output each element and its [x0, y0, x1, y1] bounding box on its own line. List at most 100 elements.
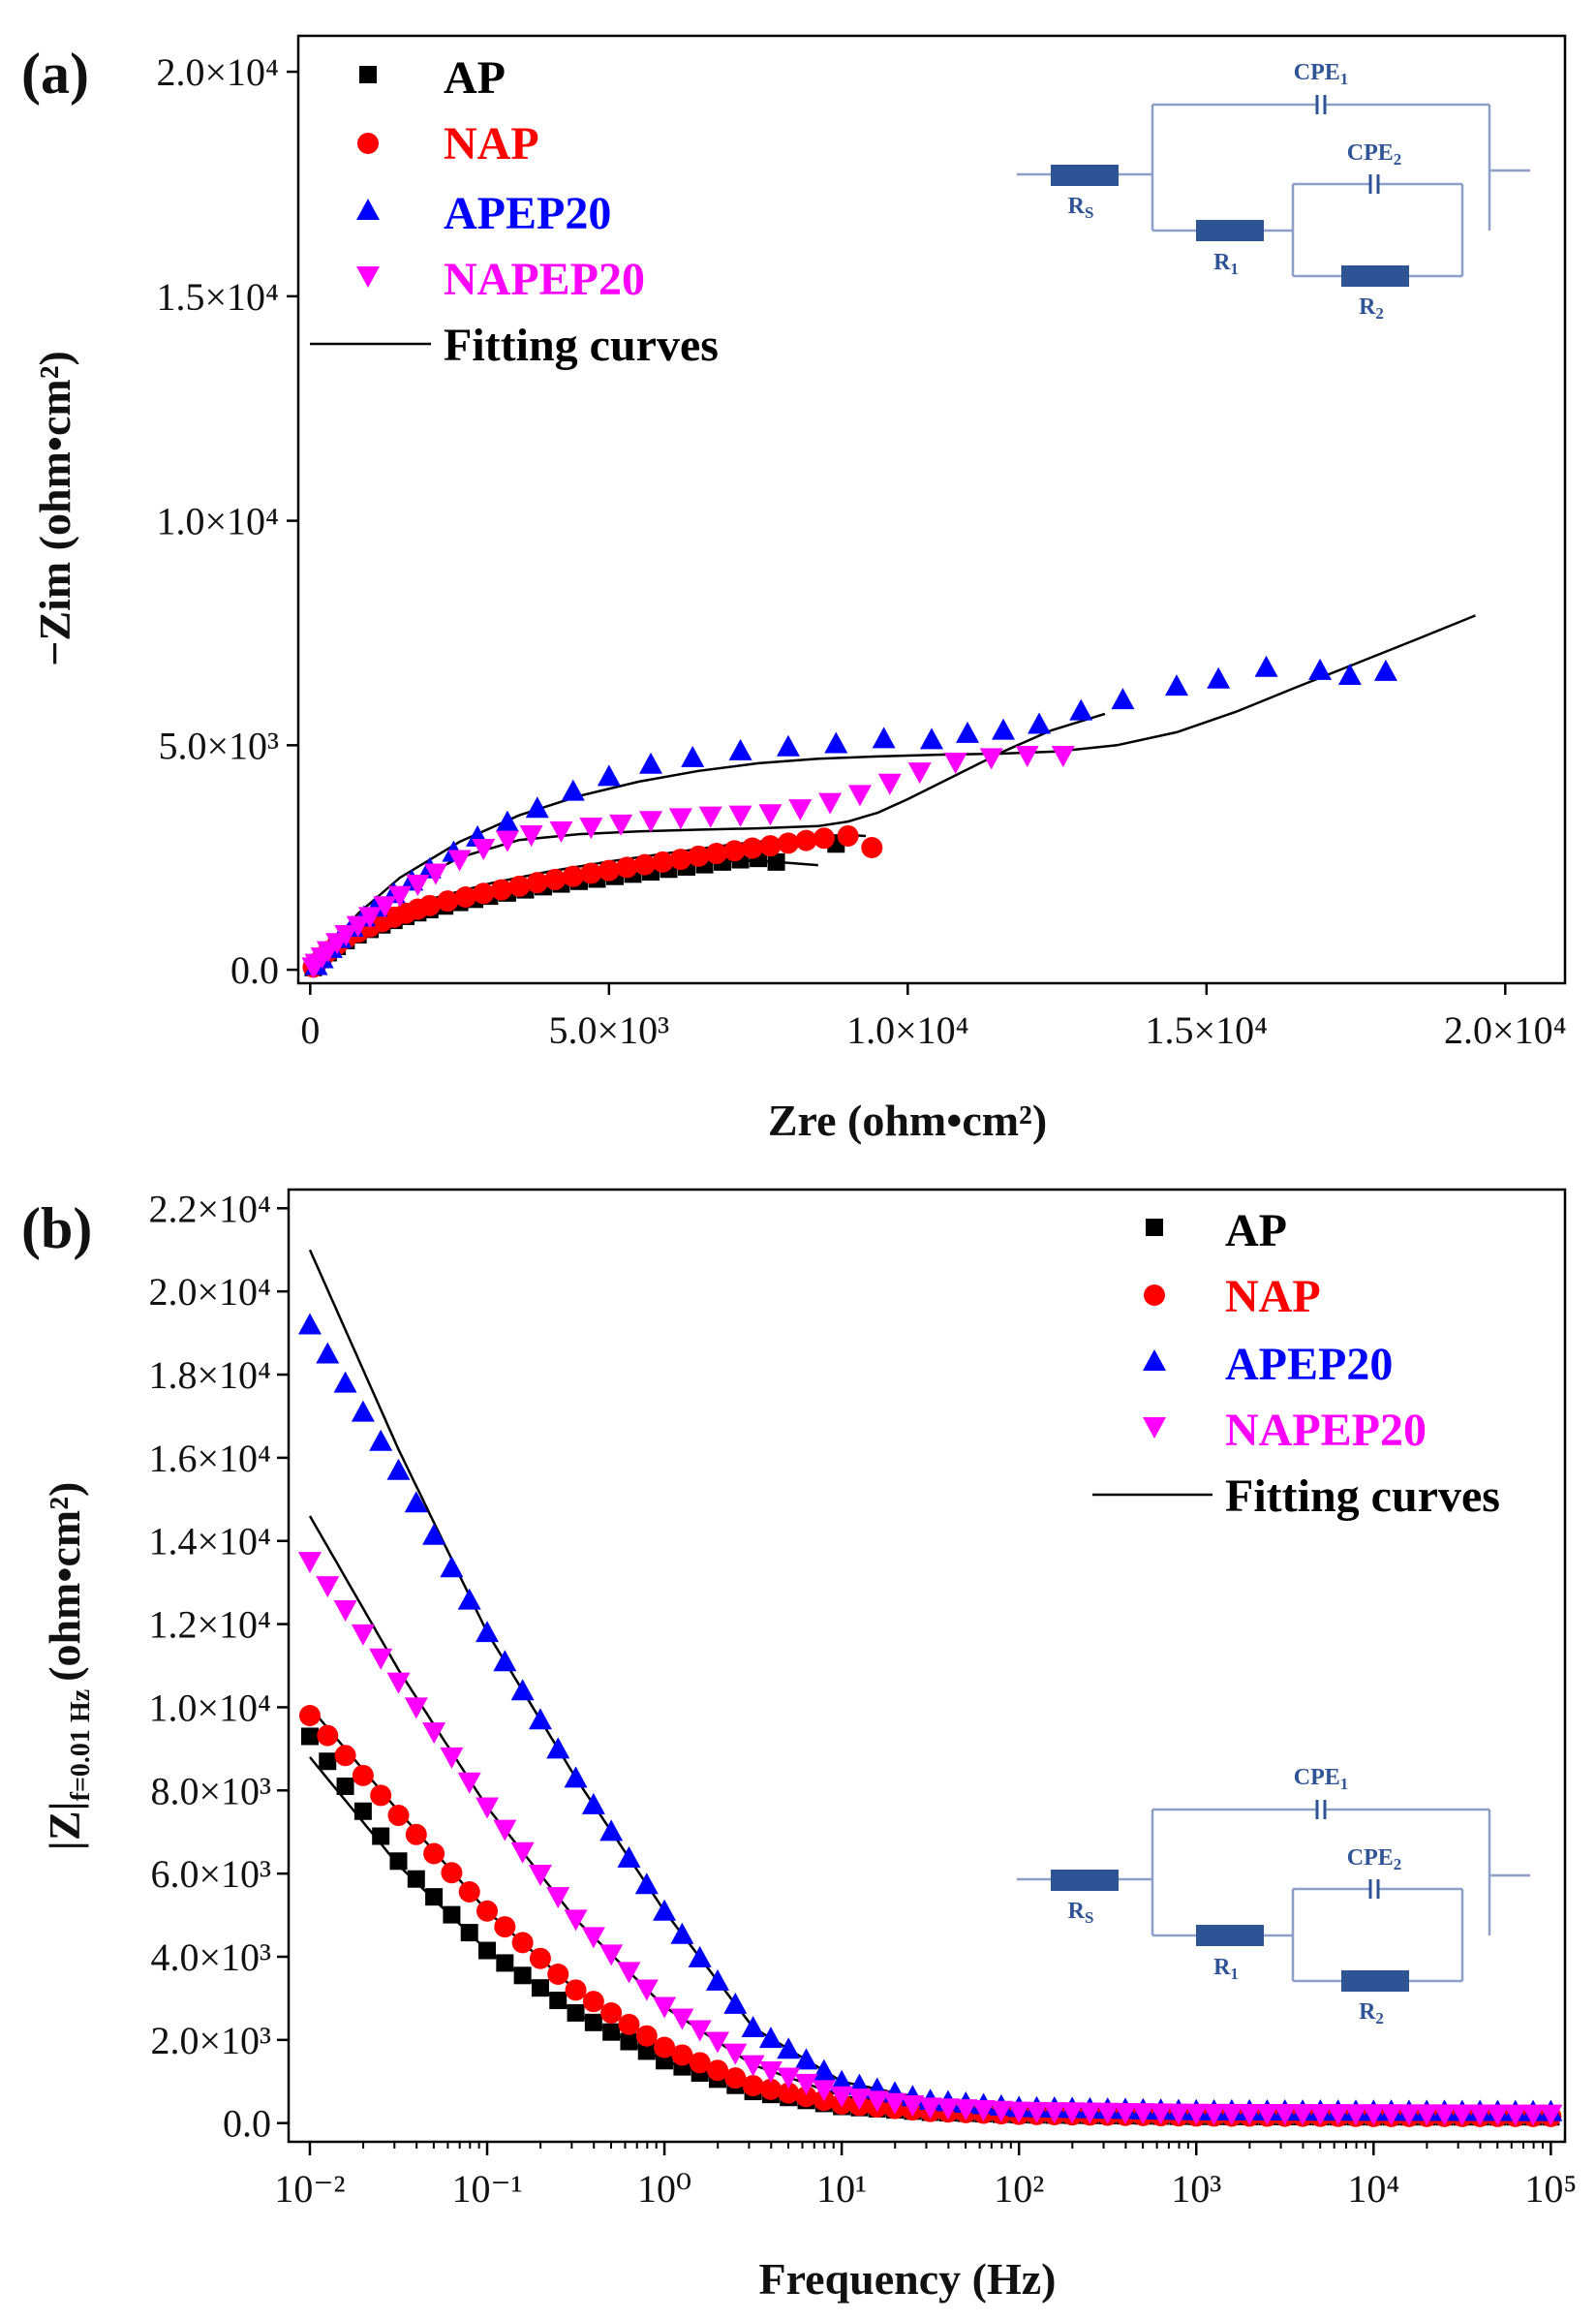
data-point: [528, 1708, 552, 1730]
data-point: [1291, 2104, 1315, 2126]
data-point: [872, 727, 896, 749]
data-point: [490, 879, 512, 901]
data-point: [688, 1945, 712, 1967]
data-point: [688, 2020, 712, 2042]
data-point: [336, 1777, 354, 1795]
data-point: [778, 2082, 800, 2104]
y-tick-label: 0.0: [230, 948, 279, 992]
data-point: [582, 1991, 604, 2013]
legend-label-apep20: APEP20: [444, 188, 611, 239]
panel-b-x-axis-label: Frequency (Hz): [758, 2254, 1056, 2304]
data-point: [598, 859, 620, 882]
data-point: [1308, 2104, 1333, 2126]
data-point: [706, 2059, 728, 2082]
data-point: [1343, 2104, 1367, 2126]
data-point: [352, 1764, 374, 1786]
data-point: [639, 752, 663, 774]
data-point: [581, 1927, 605, 1949]
data-point: [847, 2089, 872, 2111]
circuit-wires: [1017, 103, 1530, 278]
data-point: [422, 1722, 446, 1745]
data-point: [372, 1827, 390, 1845]
panel-a-x-axis-label: Zre (ohm•cm²): [768, 1096, 1047, 1145]
data-point: [639, 811, 663, 833]
data-point: [1114, 2102, 1138, 2124]
x-tick-label: 10⁻¹: [451, 2167, 522, 2211]
data-point: [519, 825, 543, 848]
legend-marker-nap: [357, 133, 379, 154]
series-apep20: [304, 655, 1397, 975]
x-tick-label: 10¹: [816, 2167, 867, 2211]
data-point: [830, 2086, 854, 2108]
x-tick-label: 2.0×10⁴: [1444, 1008, 1567, 1052]
data-point: [724, 2067, 747, 2089]
data-point: [457, 1772, 481, 1794]
data-point: [333, 1371, 357, 1393]
series-napep20: [301, 746, 1075, 979]
resistor-r2: [1341, 1970, 1409, 1992]
data-point: [334, 1745, 356, 1767]
legend-marker-apep20: [1143, 1349, 1166, 1371]
data-point: [979, 748, 1003, 770]
data-point: [404, 1491, 428, 1513]
data-point: [297, 1313, 322, 1335]
data-point: [1373, 659, 1397, 681]
legend-marker-nap: [1144, 1284, 1165, 1306]
legend-marker-napep20: [356, 266, 380, 288]
x-tick-label: 10⁻²: [274, 2167, 345, 2211]
y-tick-label: 2.2×10⁴: [148, 1187, 271, 1230]
data-point: [741, 2015, 765, 2037]
data-point: [618, 2013, 640, 2035]
data-point: [369, 1429, 393, 1451]
data-point: [813, 827, 835, 850]
legend-label-ap: AP: [1225, 1205, 1287, 1256]
data-point: [581, 1792, 605, 1814]
panel-a-equivalent-circuit: CPE1 CPE2 RS R1 R2: [1017, 60, 1530, 323]
legend-marker-ap: [359, 66, 377, 83]
data-point: [759, 835, 782, 857]
panel-b-y-axis: 0.0 2.0×10³ 4.0×10³ 6.0×10³ 8.0×10³ 1.0×10⁴ 1.…: [148, 1187, 289, 2146]
data-point: [830, 2069, 854, 2091]
data-point: [476, 1900, 499, 1922]
data-point: [454, 886, 476, 909]
cpe-plates: [1315, 95, 1380, 194]
rs-label: RS: [1068, 194, 1094, 222]
data-point: [776, 734, 800, 757]
series-napep20: [297, 1552, 1563, 2126]
data-point: [510, 1841, 535, 1864]
data-point: [1028, 712, 1052, 734]
data-point: [788, 799, 813, 821]
data-point: [316, 1342, 340, 1364]
data-point: [1254, 655, 1278, 677]
panel-a-x-axis: 0 5.0×10³ 1.0×10⁴ 1.5×10⁴ 2.0×10⁴: [300, 983, 1567, 1052]
data-point: [443, 1905, 461, 1924]
data-point: [544, 868, 567, 890]
data-point: [351, 1400, 375, 1422]
data-point: [496, 1954, 514, 1972]
data-point: [668, 808, 692, 830]
data-point: [723, 1992, 748, 2014]
data-point: [635, 2025, 658, 2047]
data-point: [705, 1968, 729, 1991]
x-tick-label: 10⁴: [1347, 2167, 1399, 2211]
data-point: [883, 2092, 907, 2115]
r1-label: R1: [1213, 250, 1239, 278]
x-tick-label: 10⁵: [1524, 2167, 1577, 2211]
data-point: [562, 865, 584, 887]
data-point: [319, 1752, 337, 1771]
data-point: [564, 1766, 588, 1788]
data-point: [637, 2042, 656, 2060]
data-point: [423, 1842, 445, 1865]
legend-label-nap: NAP: [444, 118, 539, 170]
data-point: [795, 2086, 817, 2108]
data-point: [688, 845, 710, 867]
data-point: [495, 830, 519, 852]
data-point: [901, 2095, 925, 2118]
data-point: [794, 2073, 818, 2095]
data-point: [472, 838, 496, 860]
data-point: [670, 1922, 694, 1944]
data-point: [297, 1552, 322, 1574]
y-tick-label: 1.2×10⁴: [148, 1603, 271, 1647]
data-point: [437, 890, 459, 913]
